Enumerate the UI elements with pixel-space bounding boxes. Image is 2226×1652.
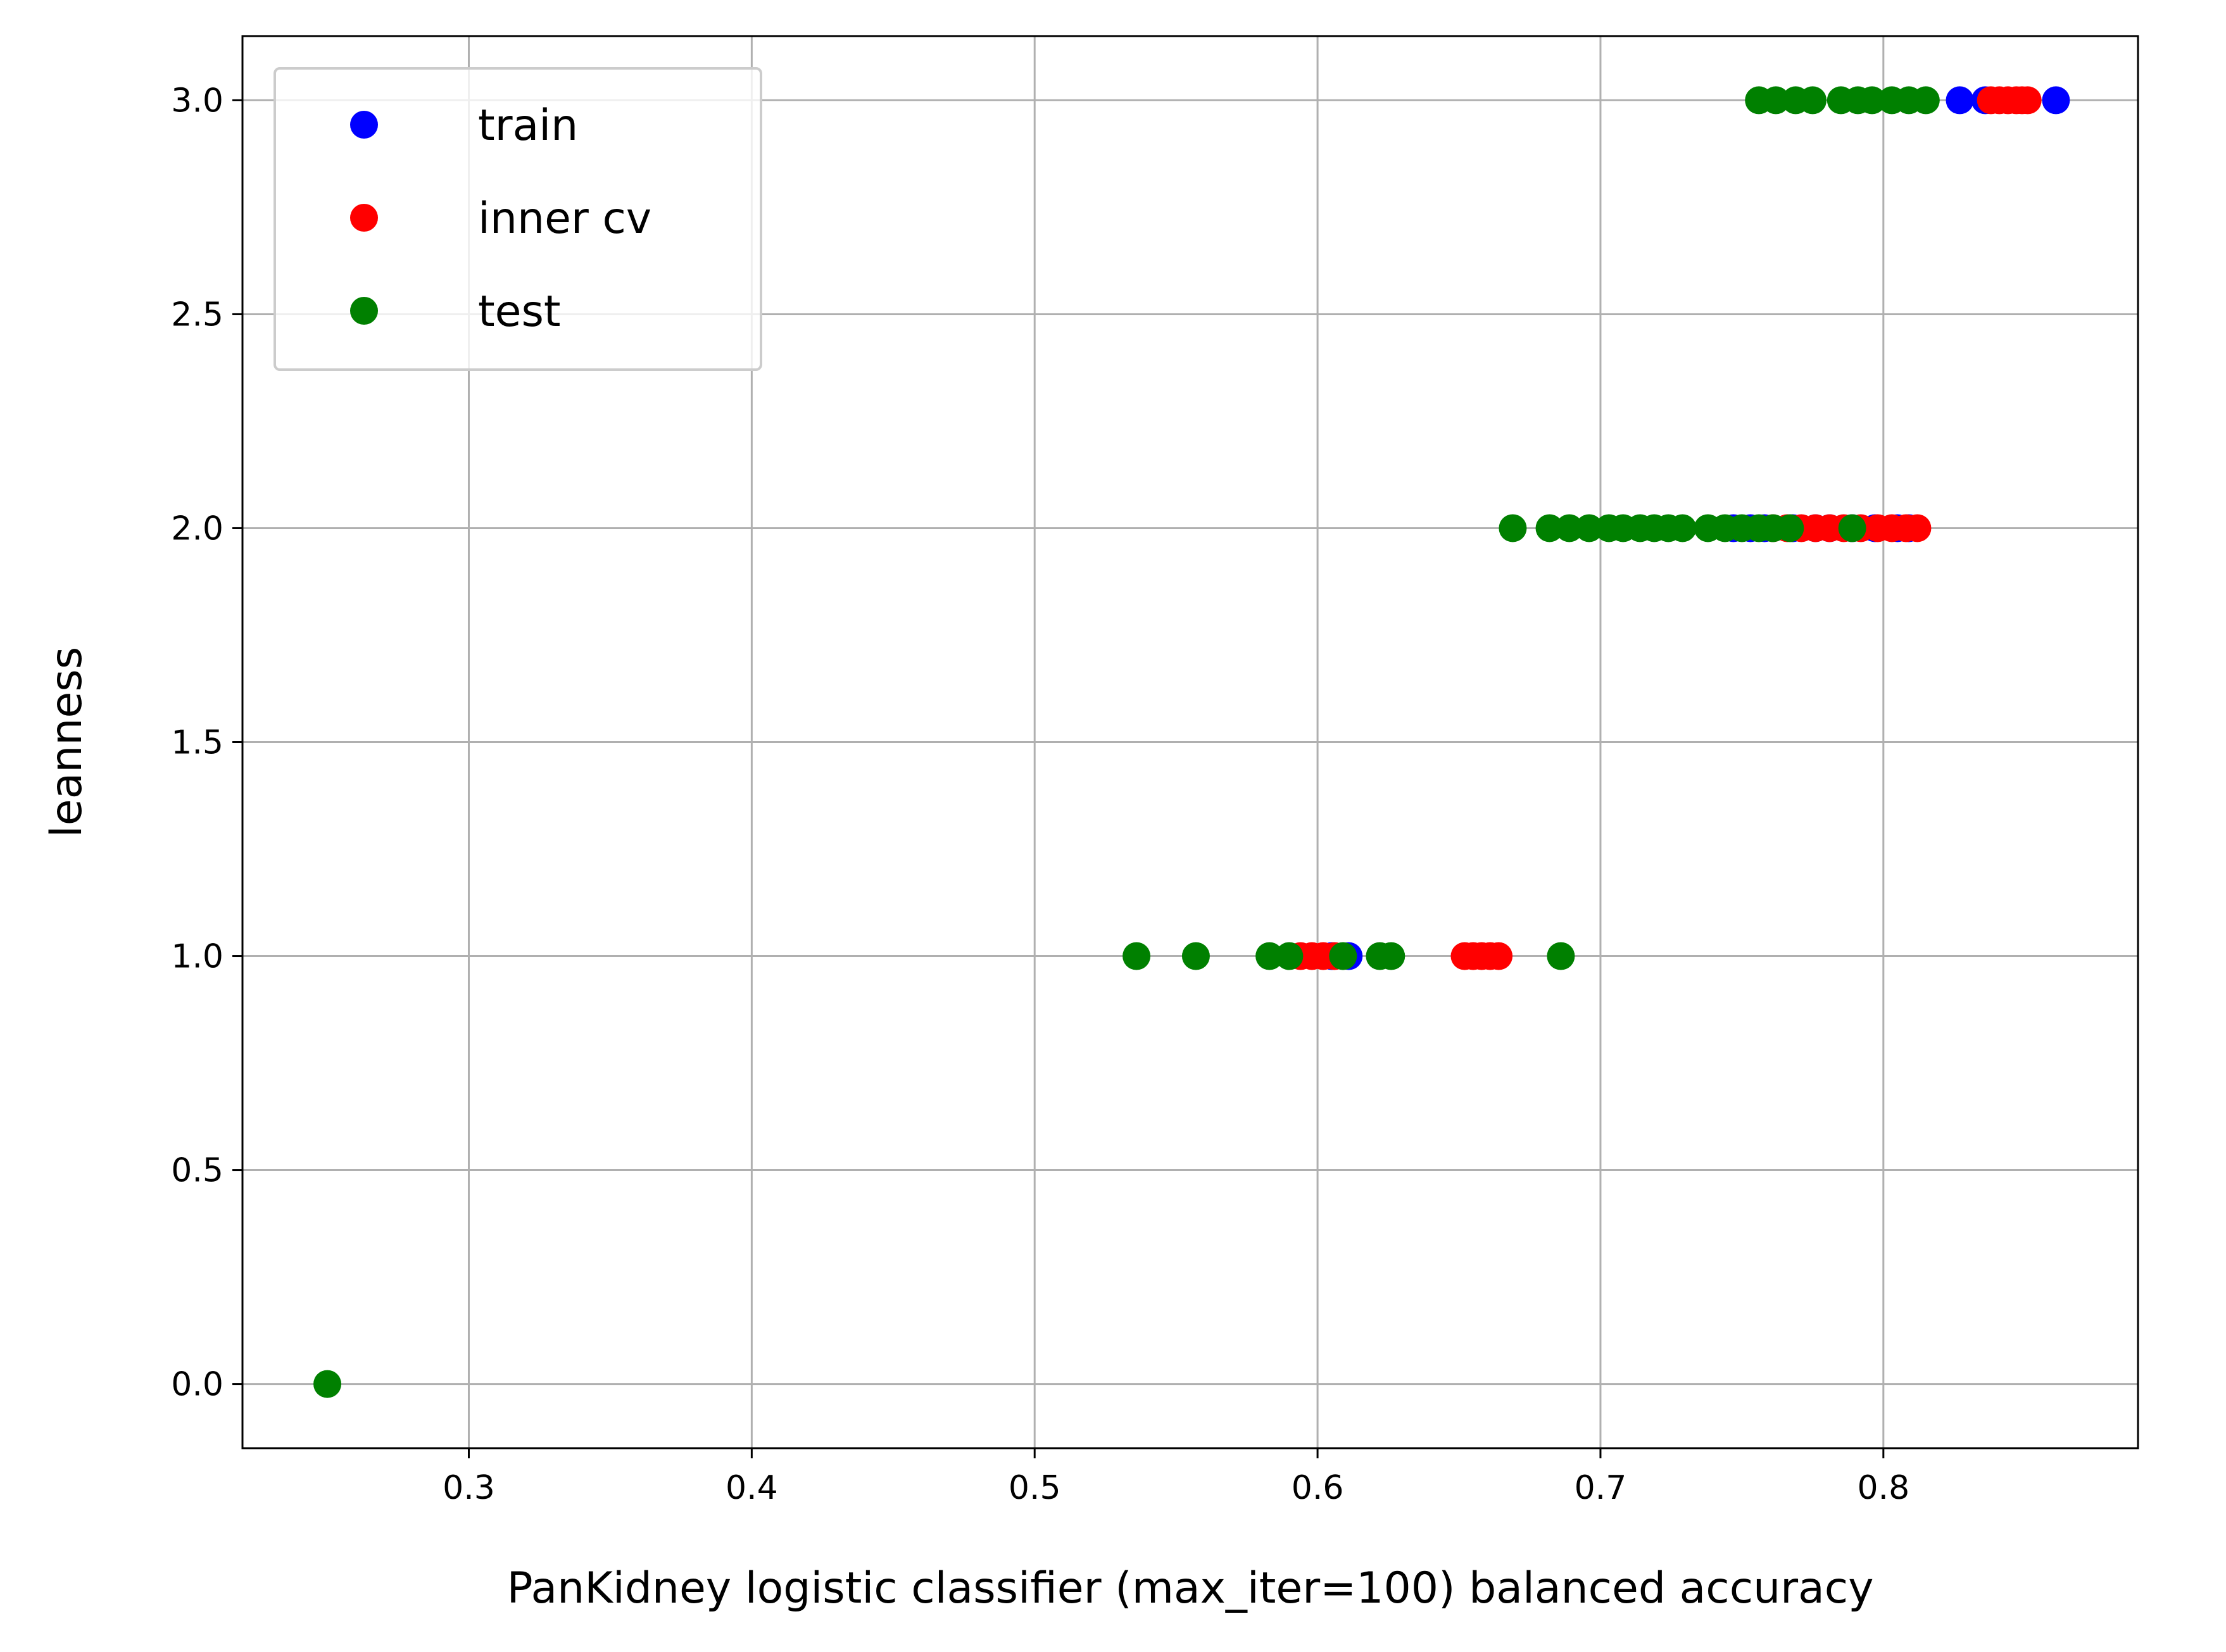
point-test <box>1555 514 1583 542</box>
legend-box <box>274 67 762 371</box>
y-tick-label: 2.0 <box>171 510 223 548</box>
y-tick-label: 2.5 <box>171 296 223 334</box>
point-test <box>1799 86 1827 115</box>
legend-label-test: test <box>478 287 561 337</box>
point-test <box>1547 942 1575 970</box>
point-test <box>1499 514 1527 542</box>
x-tick-label: 0.3 <box>443 1469 495 1507</box>
y-axis-ticks: 0.0 0.5 1.0 1.5 2.0 2.5 3.0 <box>171 82 242 1404</box>
point-test <box>1181 942 1210 970</box>
x-tick-label: 0.7 <box>1575 1469 1627 1507</box>
x-axis-ticks: 0.3 0.4 0.5 0.6 0.7 0.8 <box>443 1448 1909 1507</box>
x-tick-label: 0.4 <box>726 1469 778 1507</box>
point-train <box>2042 86 2070 115</box>
y-tick-label: 0.5 <box>171 1152 223 1190</box>
y-axis-label: leanness <box>42 647 92 837</box>
x-tick-label: 0.6 <box>1292 1469 1344 1507</box>
y-tick-label: 0.0 <box>171 1366 223 1404</box>
x-tick-label: 0.5 <box>1009 1469 1061 1507</box>
point-test <box>1762 86 1790 115</box>
point-test <box>1838 514 1866 542</box>
point-test <box>1776 514 1804 542</box>
data-points <box>313 86 2070 1398</box>
legend-marker-train <box>350 111 378 139</box>
y-tick-label: 1.0 <box>171 938 223 976</box>
point-test <box>1858 86 1886 115</box>
point-test <box>1668 514 1697 542</box>
point-inner-cv <box>1485 942 1513 970</box>
x-axis-label: PanKidney logistic classifier (max_iter=… <box>507 1563 1874 1613</box>
point-test <box>1122 942 1151 970</box>
legend-label-train: train <box>478 101 578 151</box>
point-test <box>1911 86 1940 115</box>
point-test <box>1575 514 1604 542</box>
y-tick-label: 3.0 <box>171 82 223 120</box>
legend-marker-test <box>350 297 378 325</box>
legend-label-inner-cv: inner cv <box>478 194 651 244</box>
point-test <box>1377 942 1405 970</box>
y-tick-label: 1.5 <box>171 724 223 762</box>
point-test <box>313 1370 342 1398</box>
legend: train inner cv test <box>274 67 762 371</box>
legend-marker-inner-cv <box>350 204 378 232</box>
point-test <box>1535 514 1564 542</box>
x-tick-label: 0.8 <box>1857 1469 1909 1507</box>
point-test <box>1275 942 1304 970</box>
point-train <box>1946 86 1974 115</box>
point-test <box>1329 942 1357 970</box>
point-inner-cv <box>1903 514 1932 542</box>
point-inner-cv <box>2013 86 2042 115</box>
point-test <box>1255 942 1284 970</box>
